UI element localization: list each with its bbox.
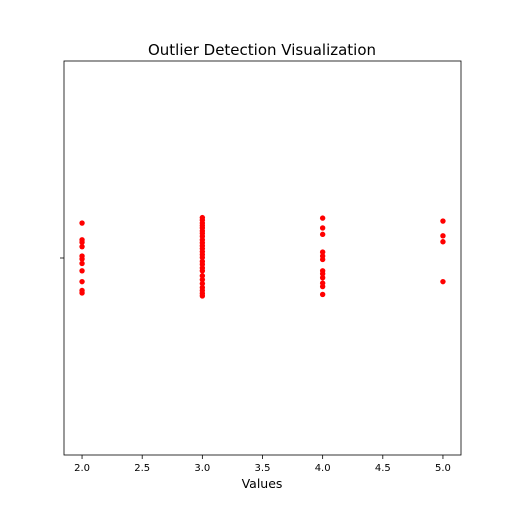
data-point	[79, 256, 85, 262]
data-point	[199, 273, 206, 279]
data-points	[79, 214, 446, 299]
data-point	[79, 268, 85, 274]
data-point	[199, 276, 206, 283]
data-point	[440, 278, 446, 285]
plot-area-frame	[63, 60, 462, 456]
data-point	[319, 291, 326, 298]
x-tick-label: 5.0	[435, 463, 451, 474]
data-point	[319, 249, 326, 255]
data-point	[199, 280, 206, 287]
data-point	[319, 225, 326, 231]
data-point	[199, 268, 206, 274]
data-point	[199, 293, 206, 299]
data-point	[79, 278, 85, 285]
data-point	[319, 215, 326, 221]
data-point	[319, 283, 326, 290]
x-axis-ticks: 2.0 2.5 3.0 3.5 4.0 4.5 5.0	[74, 455, 451, 474]
data-point	[79, 239, 85, 245]
x-tick-label: 3.0	[194, 463, 210, 474]
data-point	[440, 239, 446, 245]
x-tick-label: 2.0	[74, 463, 90, 474]
x-tick-label: 4.0	[315, 463, 331, 474]
data-point	[79, 260, 85, 267]
data-point	[319, 256, 326, 263]
data-point	[319, 271, 326, 277]
data-point	[79, 243, 85, 250]
x-tick-label: 2.5	[134, 463, 150, 474]
chart-title: Outlier Detection Visualization	[148, 41, 376, 59]
data-point	[79, 290, 85, 296]
x-axis-label: Values	[242, 476, 283, 491]
data-point	[79, 220, 85, 226]
data-point	[199, 254, 206, 261]
data-point	[440, 218, 446, 224]
x-tick-label: 3.5	[255, 463, 271, 474]
data-point	[319, 231, 326, 238]
data-point	[440, 233, 446, 239]
data-point	[319, 275, 326, 281]
x-tick-label: 4.5	[375, 463, 391, 474]
